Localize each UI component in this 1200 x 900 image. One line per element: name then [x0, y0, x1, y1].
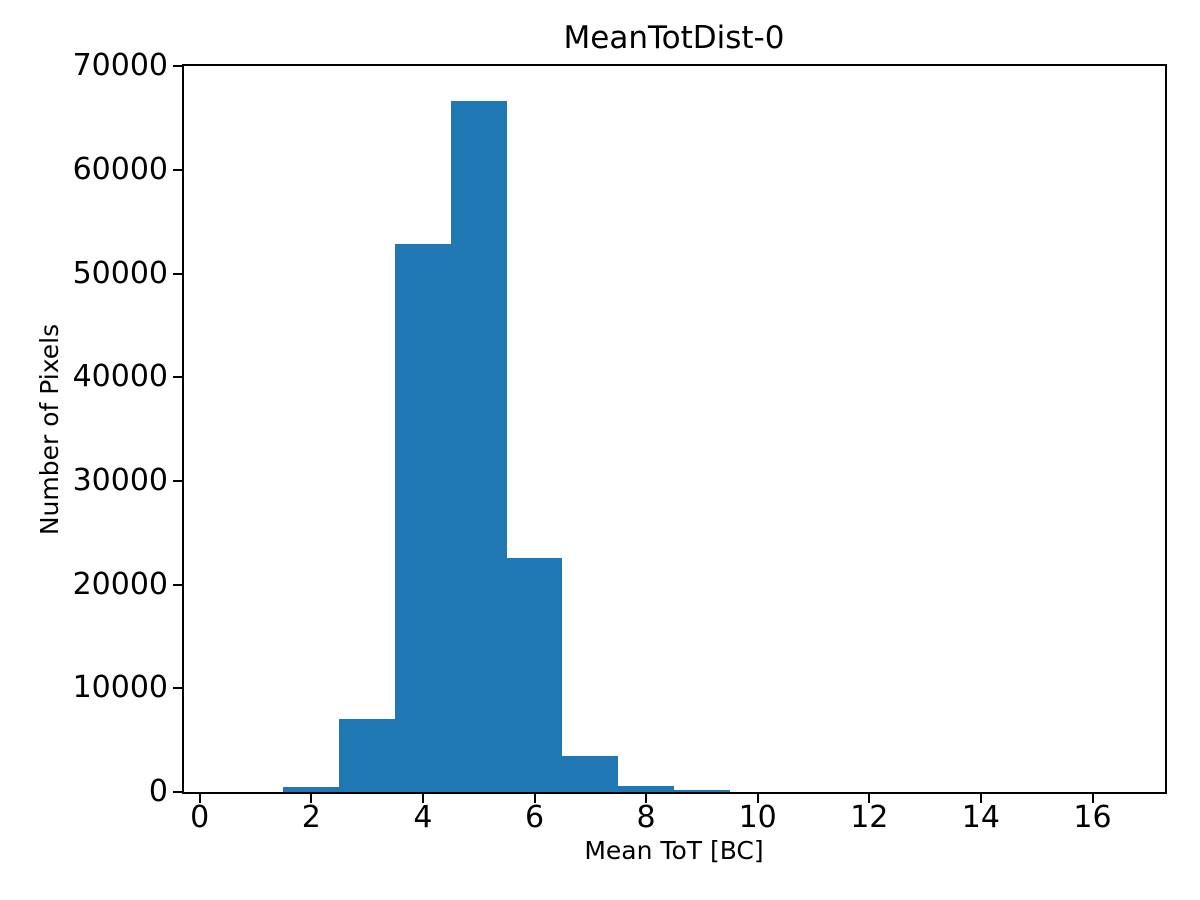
x-tick-label: 4 — [413, 800, 433, 835]
y-tick-mark — [173, 169, 182, 171]
x-tick-mark — [1091, 794, 1094, 803]
x-tick-label: 12 — [850, 800, 889, 835]
y-tick-label: 30000 — [72, 463, 168, 498]
x-tick-mark — [533, 794, 536, 803]
x-tick-label: 6 — [524, 800, 545, 835]
histogram-bar — [674, 790, 730, 792]
x-tick-mark — [756, 794, 759, 803]
y-tick-mark — [173, 791, 182, 793]
plot-frame — [182, 64, 1167, 794]
x-tick-mark — [868, 794, 871, 803]
histogram-bar — [395, 243, 451, 792]
x-tick-mark — [198, 794, 201, 803]
y-tick-label: 40000 — [72, 359, 168, 395]
x-tick-label: 8 — [636, 800, 656, 835]
histogram-bar — [339, 719, 395, 792]
x-tick-mark — [310, 794, 313, 803]
x-axis-label: Mean ToT [BC] — [584, 836, 764, 865]
x-tick-mark — [645, 794, 648, 803]
x-tick-label: 10 — [738, 800, 777, 835]
histogram-bar — [618, 786, 674, 792]
x-tick-label: 0 — [190, 800, 210, 835]
y-axis-label: Number of Pixels — [35, 323, 65, 535]
x-tick-label: 2 — [301, 800, 321, 835]
y-tick-mark — [173, 583, 182, 586]
y-tick-mark — [173, 272, 182, 275]
histogram-bar — [283, 787, 340, 792]
y-tick-mark — [173, 376, 182, 379]
x-tick-mark — [979, 794, 982, 803]
x-tick-label: 16 — [1073, 800, 1112, 835]
histogram-bar — [506, 557, 563, 792]
y-tick-mark — [173, 687, 182, 690]
chart-title: MeanTotDist-0 — [563, 20, 785, 56]
y-tick-label: 10000 — [72, 670, 168, 706]
y-tick-label: 70000 — [72, 48, 168, 84]
y-tick-label: 0 — [148, 774, 168, 809]
y-tick-label: 50000 — [72, 255, 168, 291]
y-tick-label: 20000 — [72, 566, 168, 602]
histogram-bar — [562, 755, 619, 792]
x-tick-label: 14 — [961, 800, 1000, 835]
y-tick-label: 60000 — [72, 152, 168, 187]
x-tick-mark — [421, 794, 424, 803]
histogram-bar — [450, 100, 507, 792]
y-tick-mark — [173, 65, 182, 68]
y-tick-mark — [173, 480, 182, 482]
